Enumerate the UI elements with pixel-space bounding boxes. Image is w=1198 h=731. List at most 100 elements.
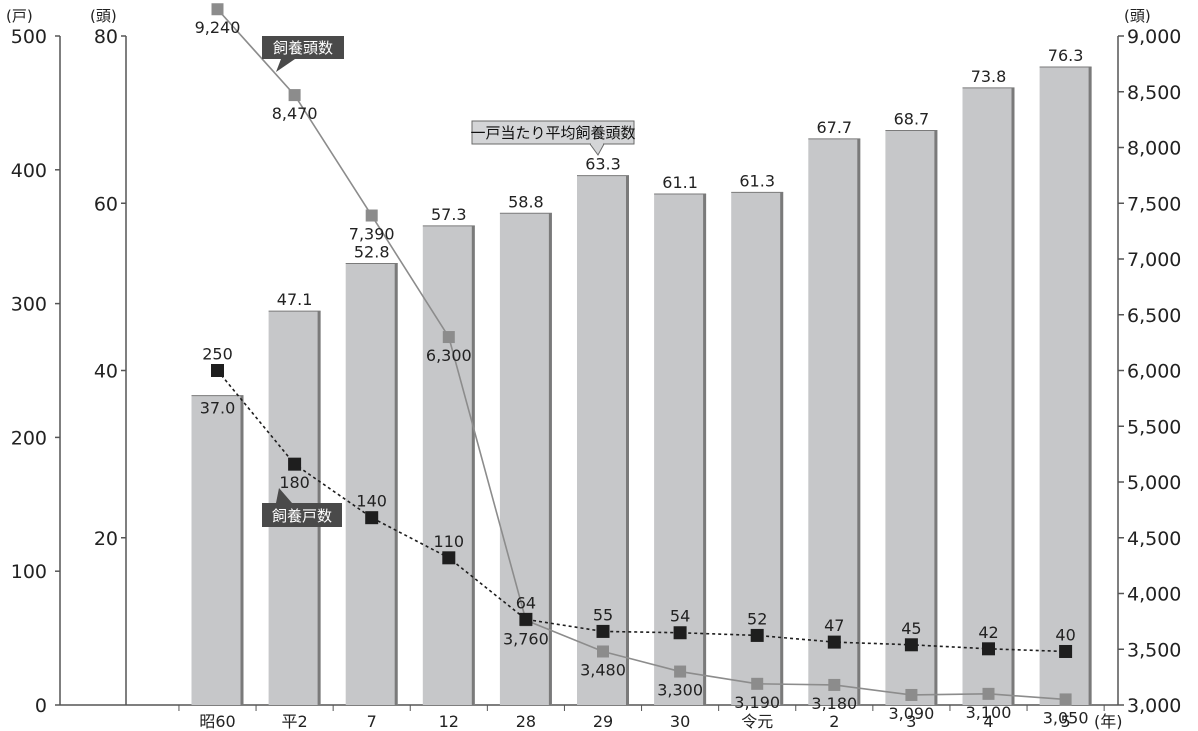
farms-series-line <box>216 369 1066 653</box>
farms-value-label: 47 <box>824 616 844 635</box>
x-tick-label: 7 <box>367 712 377 731</box>
farms-callout-box <box>262 503 342 527</box>
farms-point <box>982 642 995 656</box>
heads-value-label: 9,240 <box>195 18 241 37</box>
x-tick-label: 4 <box>983 712 993 731</box>
heads-callout-label: 飼養頭数 <box>273 39 333 57</box>
heads-value-label: 3,100 <box>966 703 1012 722</box>
bar-value-label: 67.7 <box>816 118 852 137</box>
bar-value-label: 76.3 <box>1048 46 1084 65</box>
x-tick-label: 平2 <box>282 712 308 731</box>
farms-value-label: 110 <box>434 532 465 551</box>
x-axis-unit: (年) <box>1094 712 1123 731</box>
farms-callout-label: 飼養戸数 <box>272 507 332 525</box>
bar-value-label: 73.8 <box>971 67 1007 86</box>
bar-edge <box>780 192 784 705</box>
farms-value-label: 250 <box>202 345 233 364</box>
farms-axis-tick-label: 400 <box>11 160 47 182</box>
x-tick-label: 28 <box>516 712 536 731</box>
bar-value-label: 63.3 <box>585 155 621 174</box>
bar-edge <box>548 213 552 705</box>
farms-point <box>1059 644 1073 658</box>
heads-point <box>828 678 841 691</box>
heads-axis-unit: (頭) <box>1124 7 1151 25</box>
heads-point <box>211 3 224 16</box>
farms-axis-tick-label: 300 <box>11 294 47 316</box>
farms-point <box>442 551 456 565</box>
farms-point <box>827 635 841 649</box>
average-callout-box <box>471 120 635 145</box>
heads-point <box>597 645 609 658</box>
heads-value-label: 3,050 <box>1043 708 1089 727</box>
farms-axis-tick-label: 500 <box>11 26 47 48</box>
bar <box>808 138 861 705</box>
heads-value-label: 7,390 <box>349 225 395 244</box>
bar <box>731 192 784 705</box>
bar-value-label: 61.3 <box>739 171 775 190</box>
heads-axis-tick-label: 6,000 <box>1127 361 1181 383</box>
heads-axis-tick-label: 5,000 <box>1127 472 1181 494</box>
heads-value-label: 3,480 <box>580 660 626 679</box>
average-callout-pointer-joint <box>591 142 603 145</box>
farms-value-label: 140 <box>356 492 387 511</box>
bar <box>577 175 629 705</box>
heads-axis-tick-label: 8,000 <box>1127 138 1181 160</box>
heads-axis-tick-label: 6,500 <box>1127 305 1181 327</box>
bar-edge <box>934 130 938 706</box>
heads-point <box>288 89 301 102</box>
heads-axis-tick-label: 8,500 <box>1127 82 1181 104</box>
farms-axis-unit: (戸) <box>6 7 33 25</box>
x-tick-label: 30 <box>670 712 690 731</box>
bar <box>345 263 398 705</box>
x-tick-label: 令元 <box>741 712 773 731</box>
farms-callout-pointer <box>276 488 292 503</box>
heads-point <box>442 331 455 344</box>
heads-value-label: 3,090 <box>888 704 934 723</box>
heads-value-label: 8,470 <box>272 104 318 123</box>
heads-axis-tick-label: 4,500 <box>1127 528 1181 550</box>
x-tick-label: 3 <box>906 712 916 731</box>
bar-edge <box>471 225 475 706</box>
heads-per-farm-axis-tick-label: 60 <box>94 193 118 215</box>
farms-point <box>673 626 687 640</box>
bar-edge <box>240 395 244 705</box>
farms-axis-tick-label: 100 <box>11 561 47 583</box>
heads-point <box>674 665 687 678</box>
heads-point <box>905 688 918 701</box>
heads-callout-pointer <box>276 59 295 72</box>
farms-point <box>519 612 533 626</box>
x-tick-label: 12 <box>439 712 459 731</box>
heads-point <box>982 687 995 700</box>
farms-value-label: 42 <box>978 623 998 642</box>
bar <box>962 87 1015 705</box>
farms-value-label: 180 <box>279 473 310 492</box>
x-tick-label: 5 <box>1061 712 1071 731</box>
heads-point <box>1059 693 1072 706</box>
heads-value-label: 3,300 <box>657 681 703 700</box>
average-callout-pointer <box>589 143 605 156</box>
heads-per-farm-axis-tick-label: 20 <box>94 528 118 550</box>
heads-value-label: 3,190 <box>734 693 780 712</box>
heads-axis-tick-label: 7,500 <box>1127 193 1181 215</box>
bar <box>654 194 707 705</box>
farms-point <box>211 364 224 377</box>
heads-axis-tick-label: 9,000 <box>1127 26 1181 48</box>
heads-value-label: 3,760 <box>503 629 549 648</box>
bar-value-label: 61.1 <box>662 173 698 192</box>
bar <box>422 225 475 706</box>
bar-value-label: 58.8 <box>508 192 544 211</box>
heads-axis-tick-label: 3,500 <box>1127 639 1181 661</box>
heads-axis-tick-label: 3,000 <box>1127 695 1181 717</box>
bar-value-label: 52.8 <box>354 242 390 261</box>
x-tick-label: 29 <box>593 712 613 731</box>
bar-edge <box>703 194 707 705</box>
bar-edge <box>394 263 398 705</box>
farms-point <box>288 457 302 471</box>
heads-value-label: 3,180 <box>811 694 857 713</box>
farms-point <box>750 628 764 642</box>
farms-value-label: 54 <box>670 607 690 626</box>
bar-edge <box>857 138 861 705</box>
farms-point <box>365 511 379 525</box>
heads-point <box>365 209 378 222</box>
bar-edge <box>1088 66 1092 705</box>
